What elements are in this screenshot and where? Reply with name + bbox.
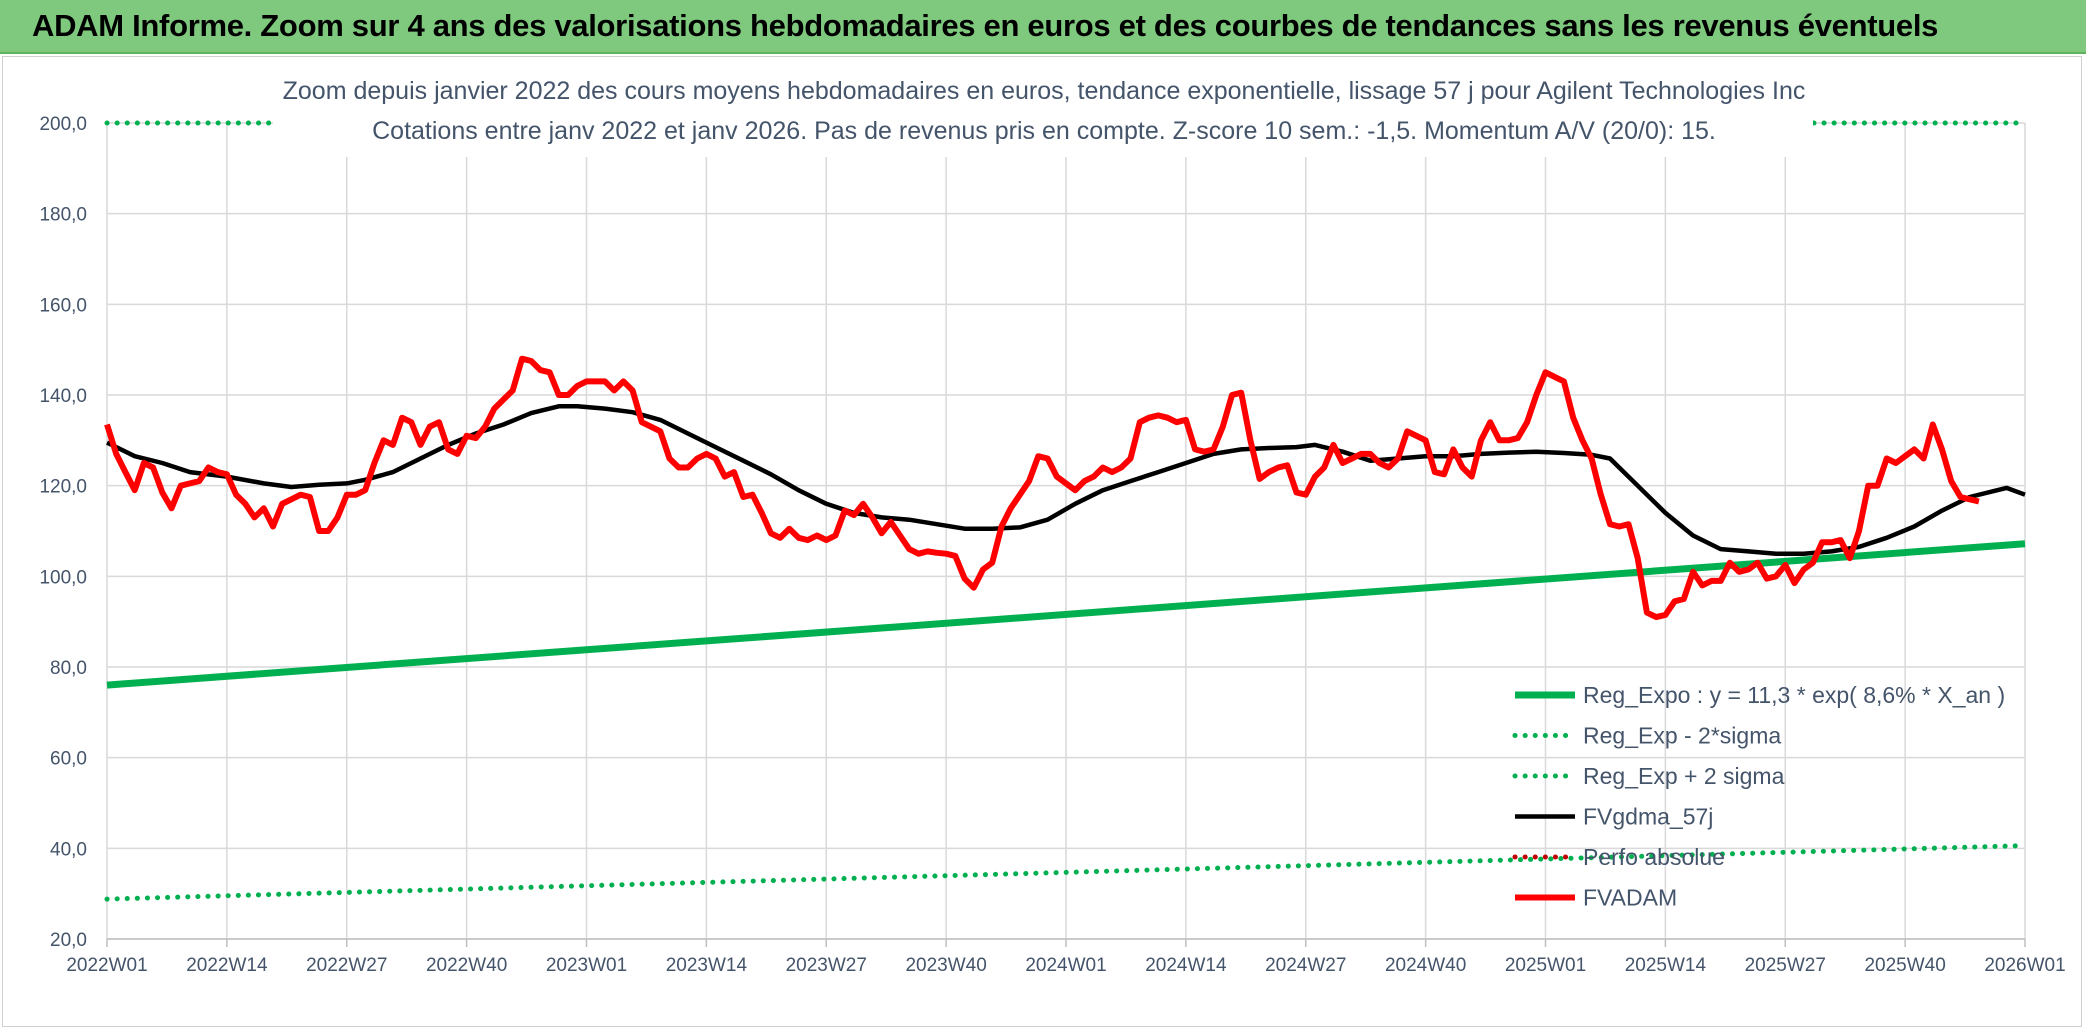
x-tick-label: 2024W14 — [1145, 955, 1227, 976]
x-tick-label: 2022W27 — [306, 955, 387, 976]
chart-title: Zoom depuis janvier 2022 des cours moyen… — [283, 77, 1806, 105]
x-tick-label: 2024W27 — [1265, 955, 1346, 976]
chart-title-background — [273, 67, 1813, 157]
legend-label: FVADAM — [1583, 885, 1677, 911]
x-tick-label: 2023W14 — [666, 955, 748, 976]
x-tick-label: 2025W14 — [1625, 955, 1707, 976]
legend-label: Reg_Expo : y = 11,3 * exp( 8,6% * X_an ) — [1583, 682, 2005, 708]
series-line-fvadam — [104, 355, 1980, 621]
y-tick-label: 120,0 — [39, 477, 87, 498]
y-tick-label: 180,0 — [39, 205, 87, 226]
y-tick-label: 140,0 — [39, 386, 87, 407]
x-tick-label: 2025W27 — [1745, 955, 1826, 976]
series-line-reg-exp-2-sigma — [104, 843, 2028, 902]
x-tick-label: 2022W40 — [426, 955, 507, 976]
chart-frame: Reg_Expo : y = 11,3 * exp( 8,6% * X_an )… — [2, 56, 2082, 1027]
x-tick-label: 2024W01 — [1025, 955, 1106, 976]
series-line-reg-expo-y-11-3-exp-8-6-x-an — [106, 540, 2026, 689]
legend-label: FVgdma_57j — [1583, 804, 1713, 830]
y-tick-label: 80,0 — [50, 658, 87, 679]
x-tick-label: 2025W40 — [1864, 955, 1945, 976]
x-tick-label: 2022W14 — [186, 955, 268, 976]
x-tick-label: 2022W01 — [66, 955, 147, 976]
line-chart: Reg_Expo : y = 11,3 * exp( 8,6% * X_an )… — [39, 67, 2066, 976]
y-tick-label: 40,0 — [50, 839, 87, 860]
y-tick-label: 20,0 — [50, 930, 87, 951]
x-tick-label: 2025W01 — [1505, 955, 1586, 976]
y-tick-label: 200,0 — [39, 114, 87, 135]
legend-label: Reg_Exp + 2 sigma — [1583, 763, 1785, 789]
x-tick-label: 2023W27 — [786, 955, 867, 976]
y-tick-label: 160,0 — [39, 295, 87, 316]
x-tick-label: 2024W40 — [1385, 955, 1466, 976]
legend-label: Perfo absolue — [1583, 844, 1725, 870]
series-line-fvgdma-57j — [106, 404, 2026, 556]
chart-subtitle: Cotations entre janv 2022 et janv 2026. … — [372, 117, 1716, 145]
report-title: ADAM Informe. Zoom sur 4 ans des valoris… — [32, 8, 1939, 43]
legend-label: Reg_Exp - 2*sigma — [1583, 723, 1781, 749]
x-tick-label: 2023W40 — [905, 955, 986, 976]
y-tick-label: 100,0 — [39, 567, 87, 588]
x-tick-label: 2023W01 — [546, 955, 627, 976]
report-banner: ADAM Informe. Zoom sur 4 ans des valoris… — [0, 0, 2086, 54]
y-tick-label: 60,0 — [50, 749, 87, 770]
x-tick-label: 2026W01 — [1984, 955, 2065, 976]
